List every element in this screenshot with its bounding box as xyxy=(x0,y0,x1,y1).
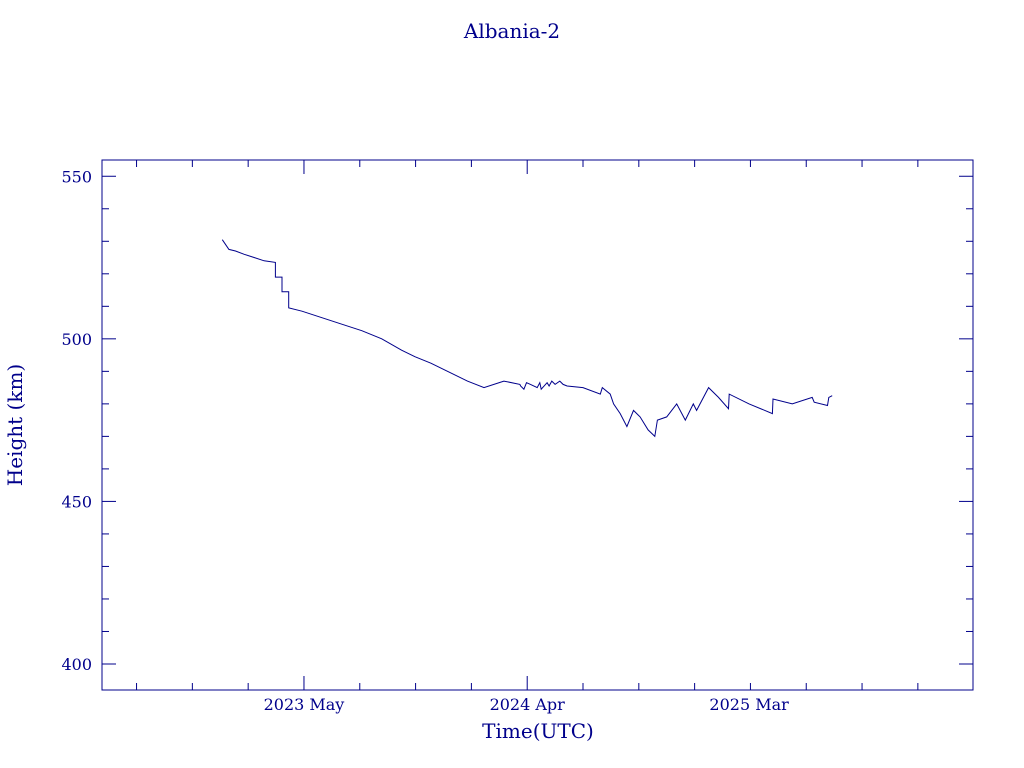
plot-frame xyxy=(101,159,974,691)
chart-title: Albania-2 xyxy=(463,19,560,43)
y-tick-label: 550 xyxy=(61,167,92,186)
x-axis-label: Time(UTC) xyxy=(482,719,594,743)
y-tick-label: 500 xyxy=(61,330,92,349)
x-tick-label: 2025 Mar xyxy=(709,695,789,714)
height-series-line xyxy=(221,239,833,438)
axis-ticks: 400 450 500 550 2023 May 2024 Apr 2025 Mar xyxy=(61,160,973,714)
data-marks xyxy=(221,239,833,438)
y-tick-label: 450 xyxy=(61,492,92,511)
y-axis-label: Height (km) xyxy=(3,364,27,486)
y-tick-label: 400 xyxy=(61,655,92,674)
x-tick-label: 2023 May xyxy=(264,695,345,714)
x-tick-label: 2024 Apr xyxy=(490,695,566,714)
